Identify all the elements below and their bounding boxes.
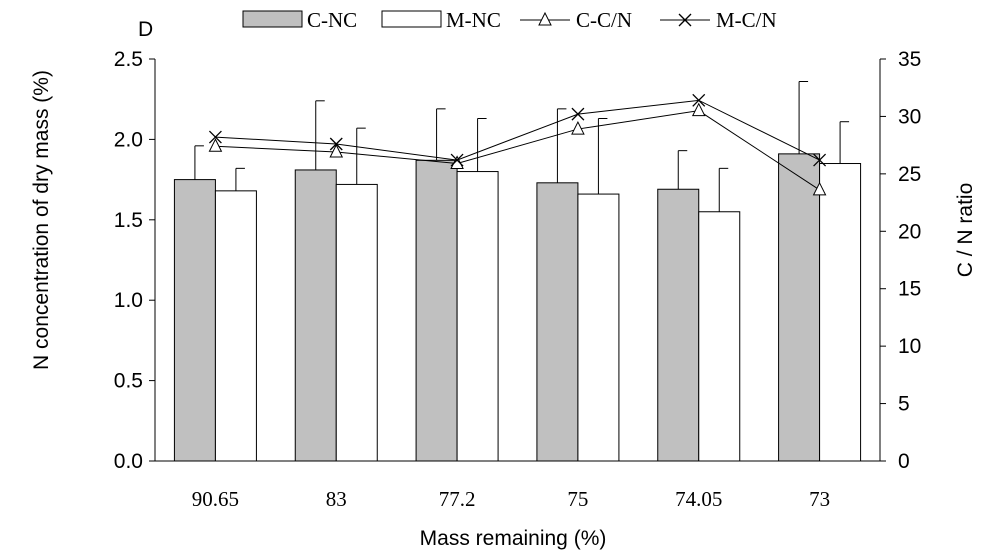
data-point-cross [329,137,343,151]
legend-marker-triangle [538,11,552,26]
y2-tick-label: 10 [898,335,921,358]
x-tick-label: 90.65 [192,487,239,511]
legend-label: M-NC [446,8,501,32]
x-tick-label: 73 [809,487,830,511]
data-point-cross [450,153,464,167]
y-tick-label: 1.0 [114,289,143,312]
bar [214,190,257,462]
x-tick-label: 77.2 [439,487,476,511]
bar [456,171,499,462]
legend-label: C-C/N [576,8,632,32]
data-point-cross [208,130,222,144]
data-point-triangle [208,138,223,152]
x-tick-label: 83 [326,487,347,511]
y2-tick-label: 30 [898,105,921,128]
bar [294,169,337,462]
cross-stroke [450,153,464,167]
y-tick-label: 0.0 [114,450,143,473]
legend-swatch [381,10,442,28]
panel-label: D [138,18,153,41]
cross-stroke [208,130,222,144]
x-axis-title: Mass remaining (%) [420,527,607,550]
data-point-triangle [691,102,706,117]
y2-tick-label: 25 [898,163,921,186]
cross-stroke [813,153,827,167]
series-line [215,110,820,191]
legend-item: C-C/N [520,8,632,32]
legend-label: C-NC [307,8,357,32]
legend-item: C-NC [242,8,357,32]
data-point-cross [571,107,585,121]
series-line [215,99,820,161]
bar [173,179,216,462]
legend-label: M-C/N [716,8,777,32]
y2-tick-label: 5 [898,393,910,416]
bar [698,211,741,462]
y2-tick-label: 15 [898,278,921,301]
legend-item: M-NC [381,8,501,32]
bar [335,183,378,462]
bar [536,182,579,462]
data-point-triangle [329,143,344,158]
x-tick-label: 75 [567,487,588,511]
data-point-cross [692,93,706,107]
bar [657,188,700,462]
data-point-triangle [571,120,585,135]
data-point-triangle [812,181,827,196]
bar [415,159,458,462]
y2-tick-label: 35 [898,48,921,71]
bar [819,163,862,462]
y-tick-label: 1.5 [114,209,143,232]
cross-stroke [692,93,706,107]
bar [577,193,620,462]
y-tick-label: 2.5 [114,48,143,71]
y2-tick-label: 0 [898,450,910,473]
y2-tick-label: 20 [898,220,921,243]
y-axis-title: N concentration of dry mass (%) [30,70,53,370]
data-point-cross [813,153,827,167]
x-tick-label: 74.05 [675,487,722,511]
y-tick-label: 2.0 [114,128,143,151]
y2-axis-title: C / N ratio [954,183,977,278]
bar [778,153,821,462]
y-tick-label: 0.5 [114,370,143,393]
legend: C-NC M-NC C-C/N M-C/N [242,8,777,32]
legend-swatch [242,10,303,28]
legend-marker-cross [678,13,692,27]
cross-stroke [329,137,343,151]
legend-item: M-C/N [660,8,777,32]
cross-stroke [571,107,585,121]
